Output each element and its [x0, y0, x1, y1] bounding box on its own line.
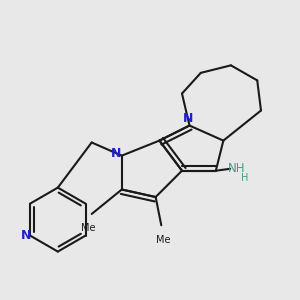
Text: Me: Me: [156, 235, 170, 245]
Text: N: N: [111, 147, 121, 160]
Text: N: N: [21, 229, 32, 242]
Text: NH: NH: [228, 162, 245, 175]
Text: N: N: [182, 112, 193, 125]
Text: H: H: [242, 173, 249, 183]
Text: Me: Me: [81, 224, 95, 233]
